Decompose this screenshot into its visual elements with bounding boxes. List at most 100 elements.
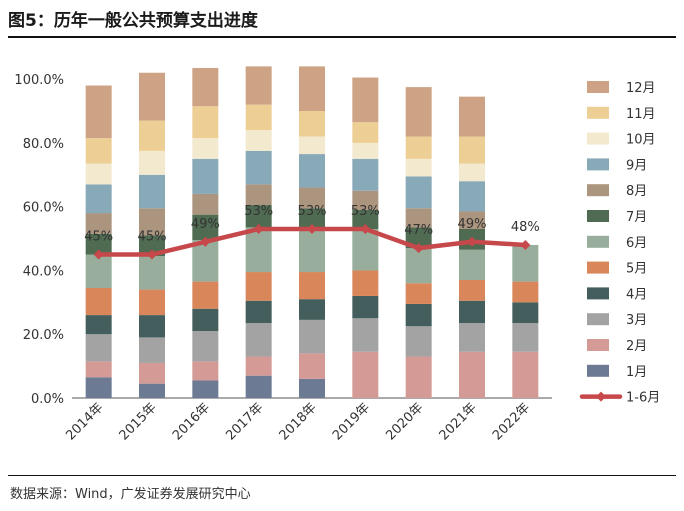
bar-segment [299, 154, 325, 188]
x-axis: 2014年 2015年 2016年 2017年 2018年 2019年 2020年 2021年… [63, 400, 533, 443]
legend-label: 9月 [626, 158, 647, 173]
bar-segment [405, 303, 432, 327]
x-tick-label: 2016年 [170, 400, 213, 443]
legend-swatch [587, 106, 609, 119]
bar-segment [192, 138, 219, 159]
legend-label: 1月 [626, 365, 647, 380]
bar-segment [352, 209, 379, 229]
x-tick-label: 2022年 [490, 400, 533, 443]
bar-segment [85, 377, 112, 398]
legend-swatch [587, 364, 609, 377]
line-point [413, 243, 424, 254]
bar-segment [192, 380, 219, 398]
y-tick-label: 100.0% [14, 73, 64, 88]
bar-segment [299, 378, 325, 398]
bar-segment [245, 184, 272, 206]
line-data-label: 49% [458, 217, 487, 232]
bar-segment [192, 308, 219, 332]
bar-segment [459, 211, 485, 229]
bar-segment [139, 315, 165, 338]
bar-segment [85, 184, 112, 214]
bar-segment [352, 270, 379, 296]
bar-segment [192, 331, 219, 362]
bar-segment [192, 240, 219, 282]
bar-segment [85, 163, 112, 185]
footer-rule [8, 475, 676, 476]
line-point [520, 239, 531, 250]
bar-segment [192, 281, 219, 309]
bar-segment [299, 319, 325, 354]
bar-segment [85, 85, 112, 139]
bar-segment [405, 248, 432, 284]
legend-label: 11月 [626, 107, 656, 122]
bar-segment [459, 323, 485, 352]
line-point [467, 236, 477, 247]
bar-segment [245, 66, 272, 105]
bar-segment [459, 136, 485, 164]
legend-label: 6月 [626, 236, 647, 251]
bar-segment [512, 281, 539, 303]
bar-segment [352, 190, 379, 210]
bar-segment [245, 300, 272, 324]
figure-title: 图5：历年一般公共预算支出进度 [8, 11, 258, 31]
legend-swatch [587, 184, 609, 197]
bar-segment [459, 351, 485, 398]
legend-label: 3月 [626, 313, 647, 328]
bar-segment [459, 280, 485, 301]
x-tick-label: 2018年 [277, 400, 320, 443]
bar-segment [405, 136, 432, 159]
bar-segment [85, 315, 112, 335]
bar-segment [459, 96, 485, 137]
bar-segment [299, 208, 325, 231]
bar-segment [512, 302, 539, 324]
y-tick-label: 60.0% [23, 201, 64, 216]
bars [85, 66, 539, 398]
bar-segment [245, 375, 272, 398]
line-data-label: 49% [191, 217, 220, 232]
x-tick-label: 2015年 [117, 400, 160, 443]
bar-segment [139, 150, 165, 175]
bar-segment [192, 158, 219, 194]
bar-segment [245, 227, 272, 273]
legend-line-marker [596, 391, 606, 402]
bar-segment [245, 104, 272, 131]
bar-segment [139, 256, 165, 290]
legend-label: 1-6月 [626, 391, 660, 406]
y-tick-label: 80.0% [23, 137, 64, 152]
bar-segment [139, 72, 165, 121]
legend-swatch [587, 261, 609, 274]
bar-segment [405, 208, 432, 228]
bar-segment [85, 361, 112, 378]
bar-segment [299, 353, 325, 379]
bar-segment [192, 214, 219, 241]
bar-segment [512, 323, 539, 352]
y-tick-label: 40.0% [23, 264, 64, 279]
y-tick-label: 20.0% [23, 328, 64, 343]
bar-segment [192, 67, 219, 107]
bar-segment [405, 87, 432, 137]
bar-segment [85, 287, 112, 316]
bar-segment [512, 244, 539, 282]
y-tick-label: 0.0% [31, 392, 64, 407]
legend-label: 5月 [626, 262, 647, 277]
bar-segment [352, 318, 379, 352]
line-data-label: 53% [298, 204, 327, 219]
source-note: 数据来源：Wind，广发证券发展研究中心 [10, 487, 251, 502]
legend: 12月 11月 10月 9月 8月 7月 6月 5月 4月 3月 2月 1月 1-6月 [579, 81, 660, 406]
bar-segment [299, 66, 325, 112]
legend-swatch [587, 235, 609, 248]
line-point [147, 249, 157, 260]
bar-segment [352, 295, 379, 319]
x-tick-label: 2020年 [383, 400, 426, 443]
legend-swatch [587, 158, 609, 171]
bar-segment [352, 229, 379, 271]
legend-label: 4月 [626, 287, 647, 302]
bar-segment [299, 111, 325, 137]
bar-segment [245, 323, 272, 357]
bar-segment [405, 326, 432, 357]
x-tick-label: 2017年 [223, 400, 266, 443]
bar-segment [139, 208, 165, 236]
bar-segment [245, 130, 272, 151]
legend-swatch [587, 210, 609, 222]
line-point [307, 224, 317, 234]
